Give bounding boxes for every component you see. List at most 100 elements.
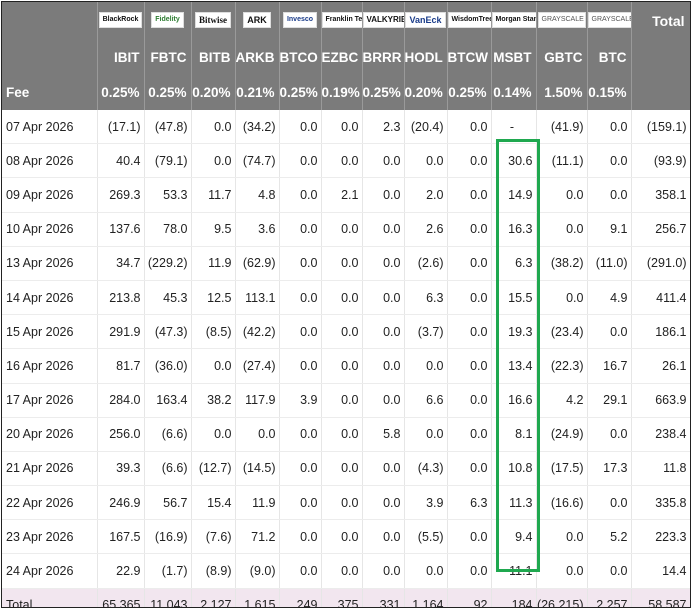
grayscale-gbtc-logo: GRAYSCALE (537, 11, 586, 28)
flow-cell: 0.0 (447, 143, 492, 179)
row-date: 24 Apr 2026 (2, 553, 98, 589)
flow-cell: 9.1 (587, 212, 632, 247)
total-cell: 1,615 (235, 588, 280, 607)
flow-cell: 4.2 (536, 383, 588, 418)
flow-cell: (34.2) (235, 110, 280, 145)
flow-cell: 9.5 (191, 212, 236, 247)
flow-cell: 17.3 (587, 451, 632, 487)
ticker-fbtc: FBTC (144, 40, 192, 74)
row-date: 16 Apr 2026 (2, 348, 98, 384)
flow-cell: 39.3 (97, 451, 145, 487)
table-row: 09 Apr 2026 269.3 53.3 11.7 4.8 0.0 2.1 0.0 2.0 0… (2, 177, 690, 213)
flow-cell: 0.0 (279, 451, 322, 487)
flow-cell: 0.0 (321, 110, 363, 145)
invesco-logo: Invesco (282, 11, 318, 28)
total-cell: 375 (321, 588, 363, 607)
flow-cell: 0.0 (447, 417, 492, 452)
flow-cell: 0.0 (447, 177, 492, 213)
flow-cell: 0.0 (362, 314, 405, 350)
flow-cell: 0.0 (587, 417, 632, 452)
flow-cell: 0.0 (447, 314, 492, 350)
flow-cell: 45.3 (144, 280, 192, 316)
flow-cell: 0.0 (447, 383, 492, 418)
flow-cell: (11.1) (536, 143, 588, 179)
row-date: 23 Apr 2026 (2, 519, 98, 555)
row-total: (93.9) (631, 143, 690, 179)
flow-cell: 0.0 (447, 553, 492, 589)
row-date: 08 Apr 2026 (2, 143, 98, 179)
row-total: 186.1 (631, 314, 690, 350)
flow-cell: 0.0 (362, 519, 405, 555)
flow-cell: 16.3 (491, 212, 537, 247)
vaneck-logo: VanEck (405, 11, 446, 28)
flow-cell: 5.8 (362, 417, 405, 452)
flow-cell: 0.0 (321, 553, 363, 589)
flow-cell: 0.0 (321, 485, 363, 521)
flow-cell: 3.9 (404, 485, 448, 521)
flow-cell: 0.0 (447, 451, 492, 487)
flow-cell: (8.5) (191, 314, 236, 350)
total-cell: 11,043 (144, 588, 192, 607)
flow-cell: (6.6) (144, 417, 192, 452)
flow-cell: 117.9 (235, 383, 280, 418)
flow-cell: (23.4) (536, 314, 588, 350)
flow-cell: 4.8 (235, 177, 280, 213)
flow-cell: 0.0 (536, 280, 588, 316)
flow-cell: 0.0 (362, 485, 405, 521)
fidelity-logo: Fidelity (151, 11, 184, 28)
flow-cell: 163.4 (144, 383, 192, 418)
flow-cell: (27.4) (235, 348, 280, 384)
flow-cell: 22.9 (97, 553, 145, 589)
flow-cell: 0.0 (447, 348, 492, 384)
flow-cell: (17.1) (97, 110, 145, 145)
fee-row: Fee 0.25% 0.25% 0.20% 0.21% 0.25% 0.19% … (2, 74, 690, 110)
flow-cell: (47.3) (144, 314, 192, 350)
ticker-hodl: HODL (404, 40, 448, 74)
wisdomtree-logo: WisdomTree (447, 11, 490, 28)
ticker-btcw: BTCW (447, 40, 492, 74)
flow-cell: 0.0 (279, 110, 322, 145)
fee-total-blank (631, 74, 690, 110)
row-date: 17 Apr 2026 (2, 383, 98, 418)
flow-cell: 0.0 (536, 177, 588, 213)
morgan-stanley-logo: Morgan Stanley (491, 11, 535, 28)
fee-cell: 0.21% (235, 74, 280, 110)
flow-cell: 0.0 (321, 383, 363, 418)
fee-cell: 0.25% (279, 74, 322, 110)
table-row: 17 Apr 2026 284.0 163.4 38.2 117.9 3.9 0.0 0.0 6… (2, 383, 690, 418)
flow-cell: 9.4 (491, 519, 537, 555)
flow-cell: (79.1) (144, 143, 192, 179)
flow-cell: 137.6 (97, 212, 145, 247)
flow-cell: 0.0 (587, 314, 632, 350)
flow-cell: (74.7) (235, 143, 280, 179)
flow-cell: 2.3 (362, 110, 405, 145)
flow-cell: 38.2 (191, 383, 236, 418)
flow-cell: 0.0 (404, 143, 448, 179)
grand-total: 58,587 (631, 588, 690, 607)
flow-cell: 0.0 (404, 348, 448, 384)
flow-cell: 0.0 (321, 212, 363, 247)
flow-cell: 0.0 (321, 417, 363, 452)
flow-cell: 6.3 (491, 246, 537, 281)
fee-cell: 0.25% (144, 74, 192, 110)
total-cell: 331 (362, 588, 405, 607)
flow-cell: (16.6) (536, 485, 588, 521)
row-date: 07 Apr 2026 (2, 110, 98, 145)
fee-cell: 0.25% (447, 74, 492, 110)
flow-cell: 16.6 (491, 383, 537, 418)
flow-cell: 0.0 (191, 143, 236, 179)
ticker-total-blank (631, 40, 690, 74)
ticker-msbt: MSBT (491, 40, 537, 74)
flow-cell: (20.4) (404, 110, 448, 145)
fee-cell: 0.25% (97, 74, 145, 110)
fee-cell: 0.15% (587, 74, 632, 110)
flow-cell: 8.1 (491, 417, 537, 452)
flow-cell: 30.6 (491, 143, 537, 179)
flow-cell: (1.7) (144, 553, 192, 589)
flow-cell: 0.0 (191, 110, 236, 145)
flow-cell: (22.3) (536, 348, 588, 384)
flow-cell: 0.0 (279, 485, 322, 521)
row-date: 20 Apr 2026 (2, 417, 98, 452)
flow-cell: 56.7 (144, 485, 192, 521)
